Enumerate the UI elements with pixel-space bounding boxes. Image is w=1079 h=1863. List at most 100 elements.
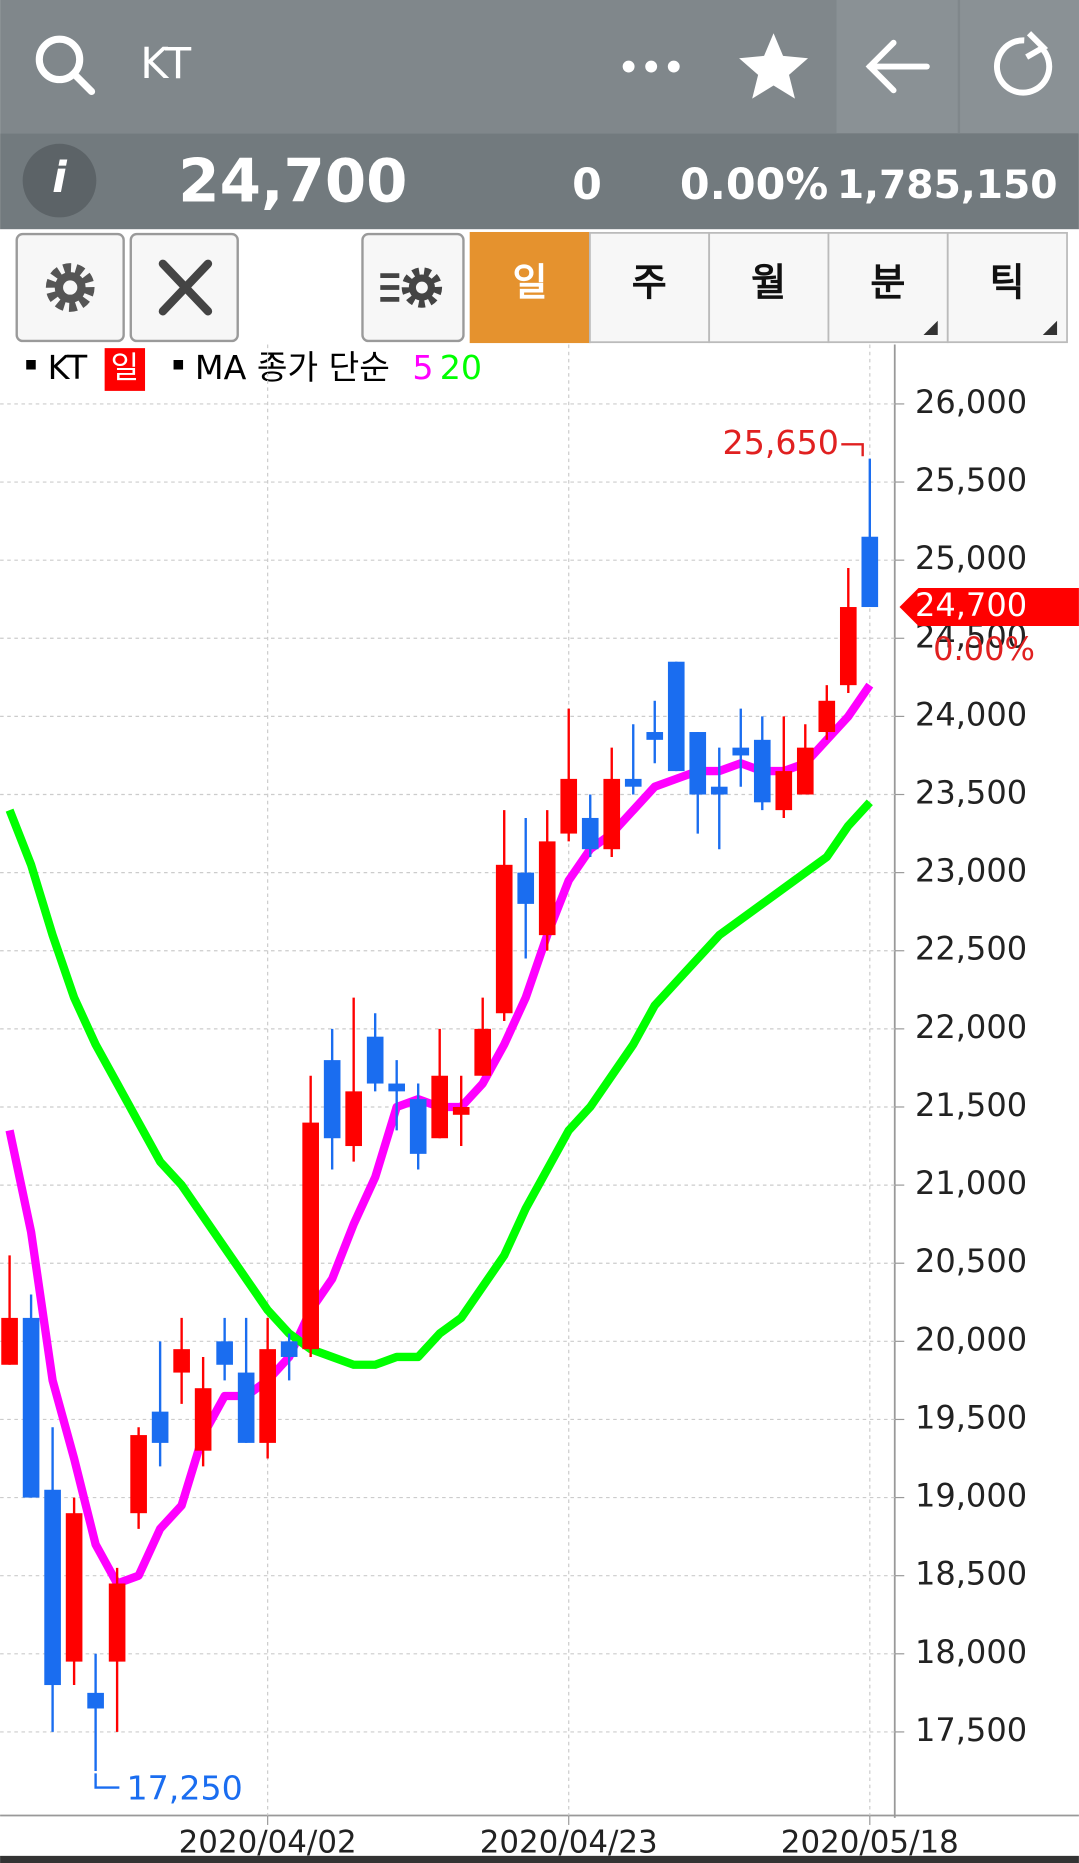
y-tick-label: 18,500	[915, 1555, 1027, 1593]
y-tick-label: 22,500	[915, 930, 1027, 968]
price: 24,700	[178, 147, 407, 216]
refresh-area	[960, 0, 1079, 134]
last-price-label: 24,700	[915, 586, 1027, 624]
legend-entry: 20	[440, 348, 482, 387]
candle-body	[839, 607, 857, 686]
min-label: 17,250	[127, 1768, 243, 1807]
candle-body	[409, 1099, 427, 1154]
candle-body	[689, 732, 707, 795]
candle-body	[280, 1341, 298, 1357]
legend-ma: MA 종가 단순	[195, 348, 390, 387]
period-tab-label: 틱	[990, 261, 1025, 305]
candle-body	[108, 1583, 126, 1662]
candle-body	[624, 778, 642, 787]
indicator-button[interactable]	[361, 232, 465, 343]
info-button[interactable]	[22, 143, 97, 218]
x-tick-label: 2020/04/23	[480, 1824, 658, 1860]
candle-body	[818, 700, 836, 733]
y-tick-label: 25,000	[915, 539, 1027, 577]
candle-body	[345, 1091, 362, 1147]
last-change-label: 0.00%	[933, 630, 1035, 668]
y-tick-label: 22,000	[915, 1008, 1027, 1046]
y-tick-label: 23,000	[915, 852, 1027, 890]
candle-body	[753, 739, 771, 803]
candle-body	[861, 536, 879, 608]
volume: 1,785,150	[837, 163, 1058, 208]
candle-body	[710, 786, 728, 795]
legend-marker	[26, 360, 36, 370]
info-icon: i	[52, 153, 68, 203]
more-icon[interactable]	[622, 60, 680, 73]
candle-body	[194, 1388, 212, 1451]
candle-body	[646, 732, 664, 740]
legend-symbol: KT	[48, 348, 88, 387]
y-tick-label: 23,500	[915, 774, 1027, 812]
search-icon[interactable]	[35, 35, 96, 96]
legend-entry: 5	[412, 348, 433, 387]
change: 0	[572, 160, 602, 210]
quote-bar	[0, 133, 1079, 230]
max-label: 25,650	[723, 423, 839, 462]
period-tab[interactable]	[588, 231, 711, 344]
back-icon[interactable]	[865, 39, 930, 94]
period-tab[interactable]	[827, 231, 949, 344]
min-arrow	[94, 1773, 120, 1789]
tools-button[interactable]	[129, 232, 239, 343]
y-tick-label: 20,500	[915, 1242, 1027, 1280]
candle-body	[65, 1513, 83, 1662]
candle-body	[323, 1060, 341, 1139]
y-tick-label: 20,000	[915, 1320, 1027, 1358]
candle-body	[151, 1411, 169, 1443]
y-tick-label: 19,500	[915, 1398, 1027, 1436]
candle-body	[237, 1372, 255, 1443]
candle-body	[87, 1692, 104, 1709]
candle-body	[495, 864, 513, 1014]
y-tick-label: 26,000	[915, 383, 1027, 421]
refresh-icon[interactable]	[993, 31, 1053, 96]
candle-body	[796, 747, 814, 795]
y-tick-label: 21,000	[915, 1164, 1027, 1202]
legend-period-box	[104, 348, 146, 391]
last-price-tag	[899, 588, 1079, 627]
candle-body	[517, 872, 535, 904]
candle-body	[302, 1122, 319, 1350]
change-pct: 0.00%	[680, 160, 828, 210]
candle-body	[667, 661, 685, 772]
candle-body	[173, 1349, 190, 1373]
y-tick-label: 21,500	[915, 1086, 1027, 1124]
y-tick-label: 19,000	[915, 1477, 1027, 1515]
candle-body	[581, 817, 599, 850]
period-tab-label: 월	[751, 261, 786, 305]
y-tick-label: 18,000	[915, 1633, 1027, 1671]
candle-body	[22, 1317, 40, 1498]
candle-body	[474, 1028, 492, 1076]
candle-body	[44, 1489, 61, 1686]
bottom-edge	[0, 1855, 1079, 1863]
candle-body	[603, 778, 621, 850]
ma-line	[5, 799, 873, 1369]
period-tab[interactable]	[946, 231, 1068, 344]
candle-body	[388, 1083, 406, 1092]
settings-button[interactable]	[15, 232, 125, 343]
candle-body	[732, 747, 750, 756]
candle-body	[1, 1317, 18, 1365]
legend-period: 일	[111, 350, 139, 386]
period-tab-label: 주	[632, 261, 667, 305]
candle-body	[366, 1036, 384, 1084]
candle-body	[775, 771, 793, 811]
period-tab[interactable]	[469, 231, 591, 344]
period-tab[interactable]	[708, 231, 830, 344]
candle-body	[452, 1106, 470, 1115]
x-tick-label: 2020/05/18	[781, 1824, 959, 1860]
search-text: KT	[140, 39, 192, 89]
candle-body	[216, 1341, 233, 1365]
y-tick-label: 25,500	[915, 461, 1027, 499]
candle-body	[560, 778, 578, 834]
chart: 17,500 18,000 18,500 19,000 19,500 20,000 20,5…	[0, 344, 1079, 1860]
period-tab-label: 일	[513, 261, 548, 305]
favorite-icon[interactable]	[739, 33, 809, 99]
y-tick-label: 24,000	[915, 695, 1027, 733]
